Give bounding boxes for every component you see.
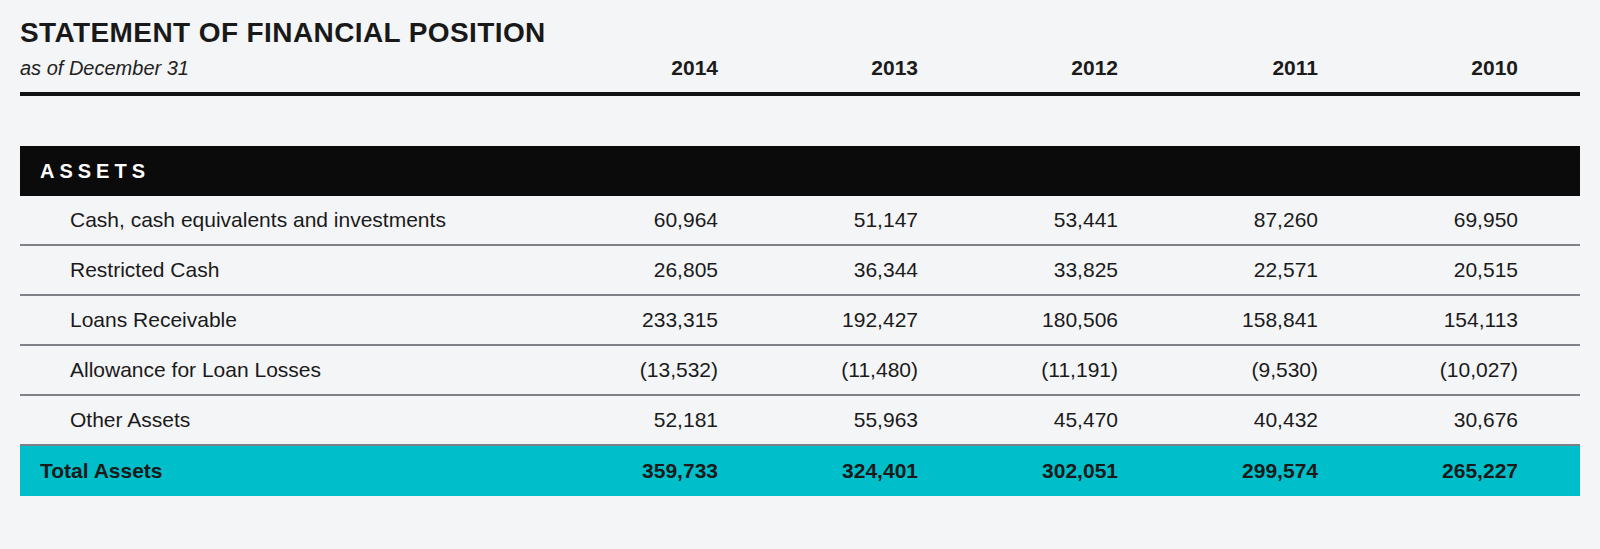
cell-value: 154,113 <box>1318 308 1518 332</box>
cell-value: 55,963 <box>718 408 918 432</box>
cell-value: 36,344 <box>718 258 918 282</box>
cell-value: (9,530) <box>1118 358 1318 382</box>
row-label: Cash, cash equivalents and investments <box>20 208 518 232</box>
row-label: Restricted Cash <box>20 258 518 282</box>
total-cell-value: 302,051 <box>918 459 1118 483</box>
year-header-2012: 2012 <box>918 56 1118 80</box>
cell-value: 22,571 <box>1118 258 1318 282</box>
cell-value: 40,432 <box>1118 408 1318 432</box>
table-row-allowance-loan-losses: Allowance for Loan Losses (13,532) (11,4… <box>20 346 1580 396</box>
cell-value: (11,191) <box>918 358 1118 382</box>
cell-value: 192,427 <box>718 308 918 332</box>
cell-value: 233,315 <box>518 308 718 332</box>
statement-header: STATEMENT OF FINANCIAL POSITION as of De… <box>20 0 1580 96</box>
cell-value: 180,506 <box>918 308 1118 332</box>
cell-value: 20,515 <box>1318 258 1518 282</box>
table-row-other-assets: Other Assets 52,181 55,963 45,470 40,432… <box>20 396 1580 446</box>
cell-value: 33,825 <box>918 258 1118 282</box>
total-assets-row: Total Assets 359,733 324,401 302,051 299… <box>20 446 1580 496</box>
assets-section-header: ASSETS <box>20 146 1580 196</box>
row-label: Loans Receivable <box>20 308 518 332</box>
row-label: Other Assets <box>20 408 518 432</box>
cell-value: 26,805 <box>518 258 718 282</box>
total-cell-value: 265,227 <box>1318 459 1518 483</box>
cell-value: (10,027) <box>1318 358 1518 382</box>
table-row-restricted-cash: Restricted Cash 26,805 36,344 33,825 22,… <box>20 246 1580 296</box>
column-header-row: as of December 31 2014 2013 2012 2011 20… <box>20 56 1580 80</box>
year-header-2010: 2010 <box>1318 56 1518 80</box>
cell-value: 69,950 <box>1318 208 1518 232</box>
cell-value: (13,532) <box>518 358 718 382</box>
total-cell-value: 299,574 <box>1118 459 1318 483</box>
row-label: Allowance for Loan Losses <box>20 358 518 382</box>
total-cell-value: 324,401 <box>718 459 918 483</box>
table-row-cash: Cash, cash equivalents and investments 6… <box>20 196 1580 246</box>
cell-value: 87,260 <box>1118 208 1318 232</box>
cell-value: 52,181 <box>518 408 718 432</box>
financial-statement-sheet: STATEMENT OF FINANCIAL POSITION as of De… <box>0 0 1600 549</box>
cell-value: 60,964 <box>518 208 718 232</box>
year-header-2014: 2014 <box>518 56 718 80</box>
cell-value: (11,480) <box>718 358 918 382</box>
year-header-2011: 2011 <box>1118 56 1318 80</box>
page-title: STATEMENT OF FINANCIAL POSITION <box>20 16 1580 50</box>
cell-value: 30,676 <box>1318 408 1518 432</box>
year-header-2013: 2013 <box>718 56 918 80</box>
page-subtitle: as of December 31 <box>20 57 518 80</box>
cell-value: 158,841 <box>1118 308 1318 332</box>
total-row-label: Total Assets <box>20 459 518 483</box>
assets-section-label: ASSETS <box>40 160 150 183</box>
table-row-loans-receivable: Loans Receivable 233,315 192,427 180,506… <box>20 296 1580 346</box>
cell-value: 45,470 <box>918 408 1118 432</box>
cell-value: 51,147 <box>718 208 918 232</box>
cell-value: 53,441 <box>918 208 1118 232</box>
total-cell-value: 359,733 <box>518 459 718 483</box>
